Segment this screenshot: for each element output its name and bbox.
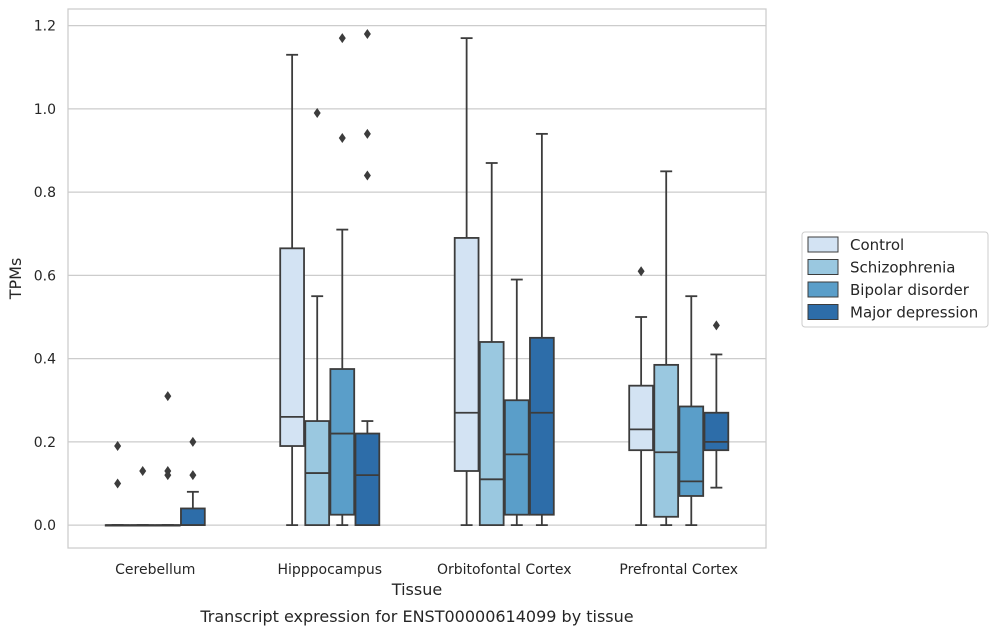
box-1-2 xyxy=(329,33,356,527)
legend-label: Major depression xyxy=(850,304,978,322)
legend-label: Control xyxy=(850,236,904,254)
box-body xyxy=(503,399,530,516)
box-1-3 xyxy=(354,28,381,527)
x-tick-label: Hipppocampus xyxy=(277,562,382,578)
box-0-3 xyxy=(180,436,206,527)
x-tick-label: Cerebellum xyxy=(115,562,195,578)
box-body xyxy=(279,247,305,447)
y-tick-label: 1.2 xyxy=(34,19,56,35)
box-0-0 xyxy=(104,441,131,527)
chart-caption: Transcript expression for ENST0000061409… xyxy=(199,607,633,626)
box-3-3 xyxy=(703,320,730,489)
outlier-point xyxy=(139,466,147,476)
x-tick-label: Prefrontal Cortex xyxy=(619,562,738,578)
legend-swatch xyxy=(807,281,839,298)
outlier-point xyxy=(338,133,346,144)
y-axis-label: TPMs xyxy=(6,258,25,301)
y-tick-label: 0.0 xyxy=(34,518,56,534)
x-axis-label: Tissue xyxy=(391,580,442,599)
plot-frame xyxy=(67,8,767,549)
y-tick-label: 0.4 xyxy=(34,352,56,368)
outlier-point xyxy=(363,128,371,139)
y-tick-label: 0.8 xyxy=(34,185,56,201)
y-axis-ticks: 0.0 0.2 0.4 0.6 0.8 1.0 1.2 xyxy=(34,19,56,534)
legend-label: Schizophrenia xyxy=(850,259,955,277)
y-tick-label: 1.0 xyxy=(34,102,56,118)
outlier-point xyxy=(164,470,172,481)
box-body xyxy=(329,368,356,516)
legend-frame xyxy=(801,231,989,328)
box-body xyxy=(478,341,505,527)
box-2-3 xyxy=(529,132,555,527)
box-3-1 xyxy=(653,170,680,527)
box-plot-series xyxy=(104,28,730,527)
box-0-2 xyxy=(154,391,181,527)
box-body xyxy=(653,363,680,518)
outlier-point xyxy=(189,470,197,481)
legend: Control Schizophrenia Bipolar disorder Majo… xyxy=(801,231,989,328)
outlier-point xyxy=(363,28,371,39)
legend-swatch xyxy=(807,236,839,253)
box-body xyxy=(354,432,381,527)
y-tick-label: 0.6 xyxy=(34,268,56,284)
outlier-point xyxy=(712,320,720,331)
box-body xyxy=(453,237,480,472)
box-2-2 xyxy=(503,278,530,527)
outlier-point xyxy=(189,436,197,447)
grid-lines xyxy=(68,25,766,526)
box-0-1 xyxy=(129,466,156,527)
outlier-point xyxy=(313,108,321,119)
box-1-0 xyxy=(279,53,305,527)
box-body xyxy=(703,411,730,452)
outlier-point xyxy=(164,391,172,402)
outlier-point xyxy=(363,170,371,181)
box-1-1 xyxy=(304,108,331,527)
box-body xyxy=(529,336,555,516)
box-body xyxy=(628,384,654,452)
y-tick-label: 0.2 xyxy=(34,435,56,451)
outlier-point xyxy=(338,33,346,44)
outlier-point xyxy=(637,266,645,277)
box-2-0 xyxy=(453,37,480,527)
box-body xyxy=(678,405,705,497)
box-3-0 xyxy=(628,266,654,527)
legend-swatch xyxy=(807,259,839,275)
outlier-point xyxy=(114,478,122,489)
legend-label: Bipolar disorder xyxy=(850,281,970,299)
box-body xyxy=(180,507,206,527)
x-axis-ticks: Cerebellum Hipppocampus Orbitofontal Corte… xyxy=(115,562,738,578)
box-2-1 xyxy=(478,162,505,527)
outlier-point xyxy=(114,441,122,452)
x-tick-label: Orbitofontal Cortex xyxy=(437,562,572,578)
box-3-2 xyxy=(678,295,705,527)
legend-swatch xyxy=(807,304,839,320)
